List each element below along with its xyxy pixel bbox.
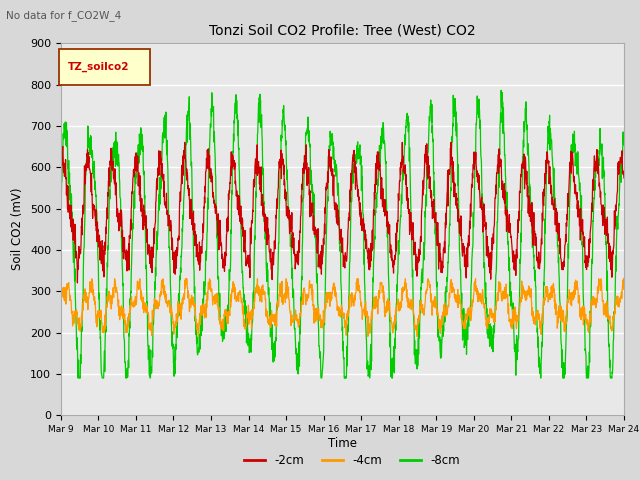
- -4cm: [332, 285, 339, 290]
- -8cm: [74, 375, 82, 381]
- -4cm: [316, 312, 324, 318]
- -4cm: [501, 287, 509, 293]
- -4cm: [86, 290, 93, 296]
- -2cm: [74, 280, 81, 286]
- -4cm: [604, 312, 612, 317]
- -8cm: [331, 169, 339, 175]
- -2cm: [86, 166, 93, 172]
- Legend: -2cm, -4cm, -8cm: -2cm, -4cm, -8cm: [239, 449, 465, 472]
- -8cm: [57, 201, 65, 207]
- -8cm: [620, 139, 628, 145]
- Line: -4cm: -4cm: [61, 279, 624, 336]
- Text: No data for f_CO2W_4: No data for f_CO2W_4: [6, 10, 122, 21]
- -8cm: [497, 87, 505, 93]
- -8cm: [604, 317, 612, 323]
- -4cm: [620, 276, 628, 282]
- Line: -2cm: -2cm: [61, 143, 624, 283]
- Y-axis label: Soil CO2 (mV): Soil CO2 (mV): [12, 188, 24, 270]
- -4cm: [88, 276, 95, 282]
- -8cm: [316, 353, 324, 359]
- -4cm: [195, 334, 202, 339]
- Text: TZ_soilco2: TZ_soilco2: [68, 62, 130, 72]
- -2cm: [332, 202, 339, 207]
- -2cm: [620, 175, 628, 181]
- -2cm: [316, 265, 324, 271]
- -2cm: [501, 188, 509, 193]
- Line: -8cm: -8cm: [61, 90, 624, 378]
- -4cm: [57, 289, 65, 295]
- -2cm: [604, 231, 612, 237]
- -8cm: [86, 152, 93, 157]
- Title: Tonzi Soil CO2 Profile: Tree (West) CO2: Tonzi Soil CO2 Profile: Tree (West) CO2: [209, 24, 476, 38]
- -8cm: [501, 152, 509, 157]
- -2cm: [57, 172, 65, 178]
- -2cm: [181, 140, 189, 145]
- -8cm: [604, 318, 612, 324]
- -4cm: [604, 315, 612, 321]
- X-axis label: Time: Time: [328, 437, 357, 450]
- FancyBboxPatch shape: [59, 49, 150, 85]
- -2cm: [604, 239, 612, 244]
